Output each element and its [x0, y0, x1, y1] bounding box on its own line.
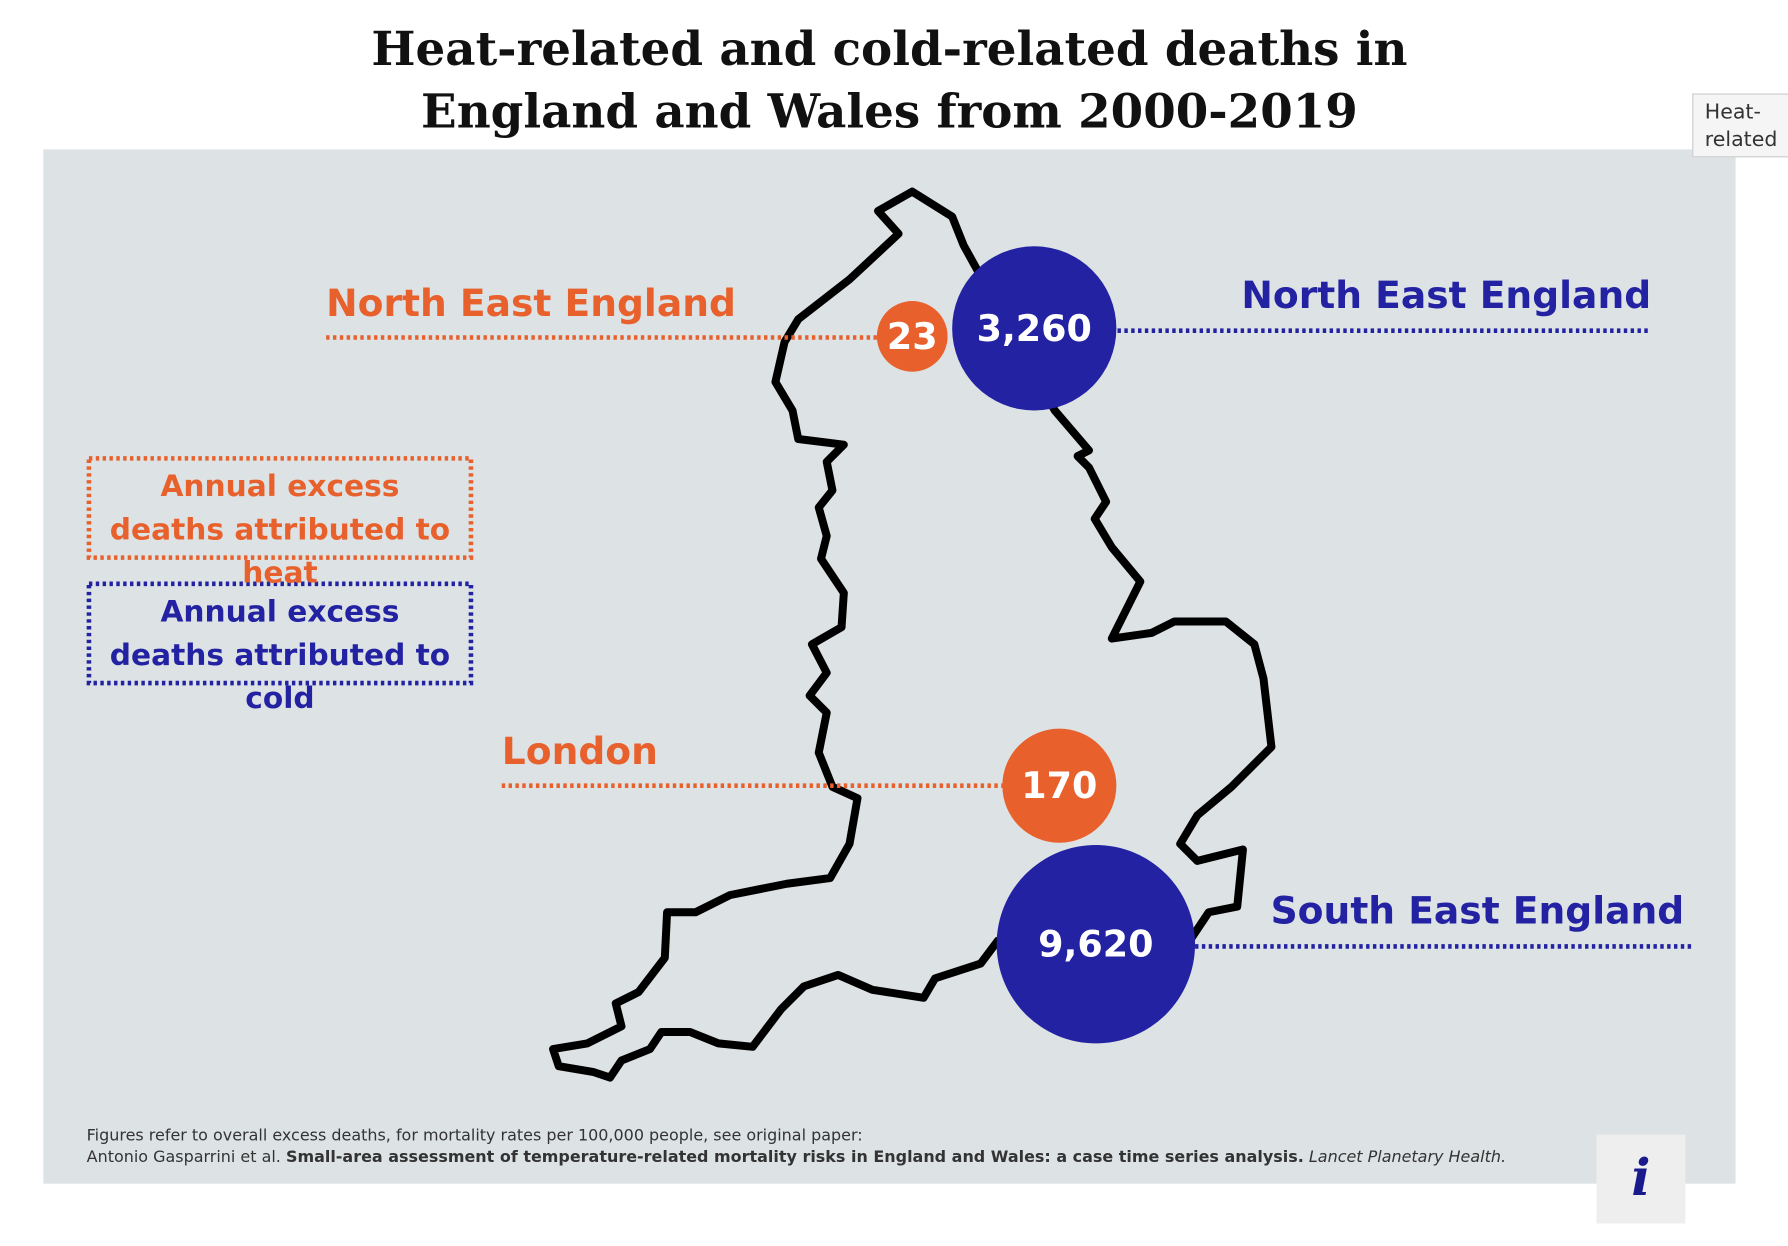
heat-value: 23 [887, 315, 938, 358]
region-label: North East England [326, 280, 736, 325]
cold-value: 9,620 [1038, 923, 1153, 966]
footer-citation: Antonio Gasparrini et al. Small-area ass… [87, 1148, 1506, 1166]
cold-circle [996, 844, 1196, 1044]
heat-value: 170 [1021, 764, 1097, 807]
region-label: North East England [1241, 272, 1652, 318]
region-label: London [501, 728, 658, 774]
heat-circle [876, 301, 948, 372]
title: Heat-related and cold-related deaths in … [371, 21, 1408, 140]
region-label: South East England [1270, 888, 1685, 933]
info-button-bg [1596, 1134, 1686, 1224]
tooltip: Heat-related and cold-related deaths in … [1692, 93, 1788, 158]
legend-cold: Annual excess deaths attributed to cold [109, 595, 451, 717]
heat-circle [1002, 728, 1117, 843]
footer-paper: Small-area assessment of temperature-rel… [285, 1148, 1304, 1167]
info-button[interactable]: i [1631, 1149, 1651, 1208]
cold-circle [952, 246, 1117, 411]
legend-box [86, 581, 474, 686]
footer-authors: Antonio Gasparrini et al. [86, 1148, 281, 1167]
footer-note: Figures refer to overall excess deaths, … [86, 1126, 863, 1145]
legend-heat: Annual excess deaths attributed to heat [109, 469, 451, 591]
england-outline [549, 187, 1276, 1082]
footer-journal: Lancet Planetary Health. [1308, 1148, 1507, 1167]
cold-value: 3,260 [977, 307, 1092, 350]
legend-box [86, 456, 474, 560]
